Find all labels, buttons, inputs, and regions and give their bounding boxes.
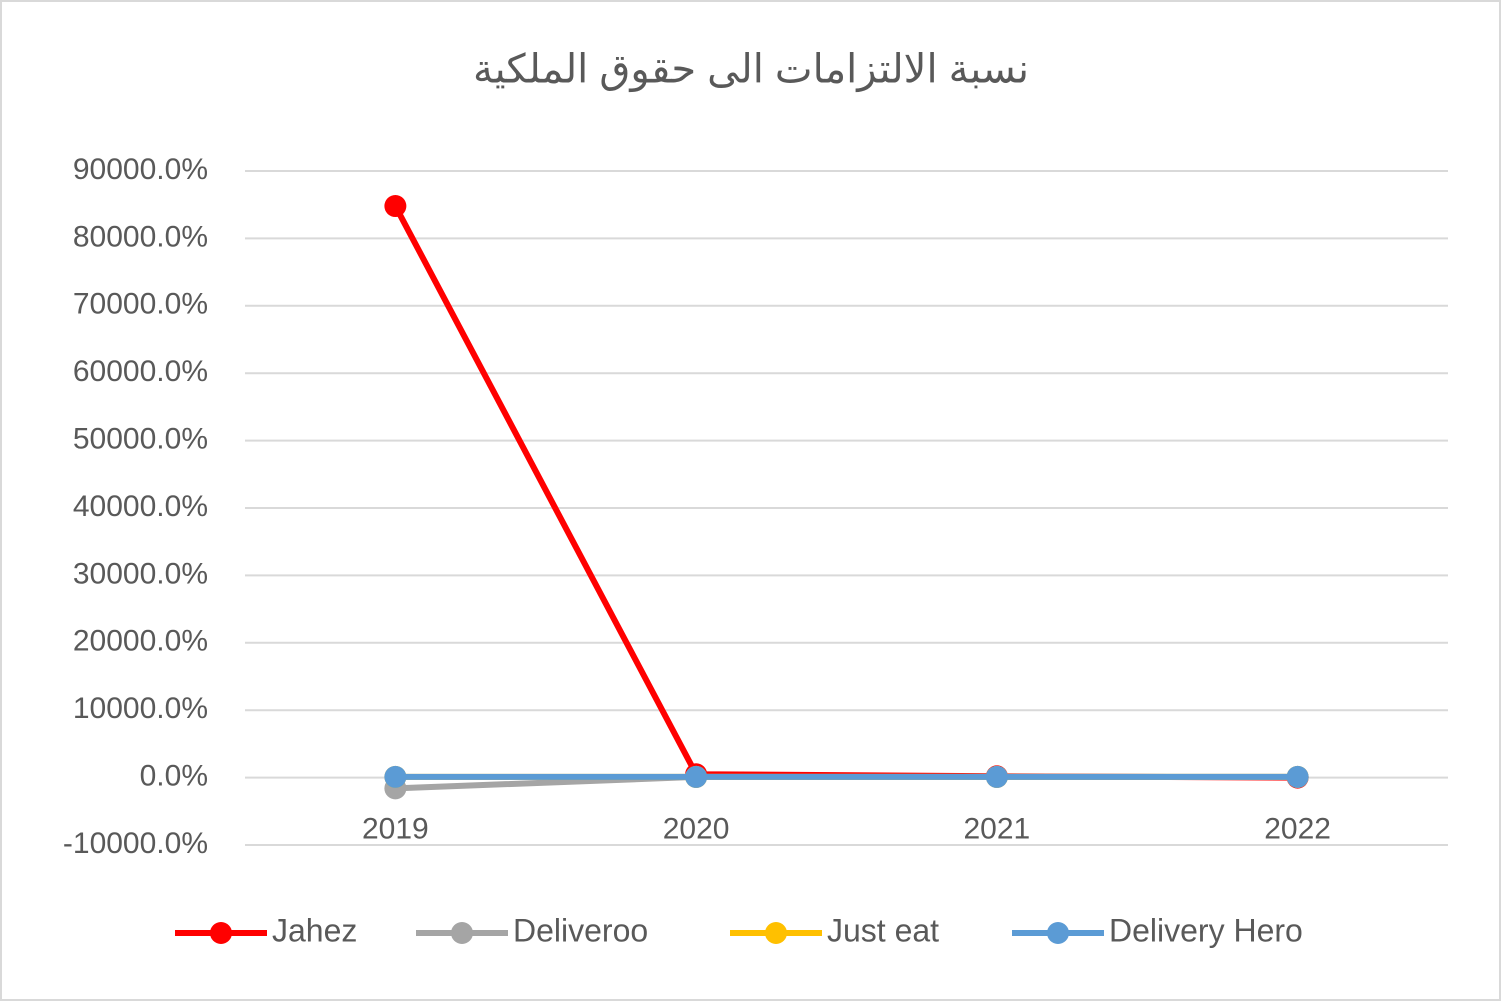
legend-label: Delivery Hero bbox=[1109, 912, 1303, 948]
series-marker bbox=[985, 765, 1008, 788]
series-marker bbox=[1286, 765, 1309, 788]
y-tick-label: 70000.0% bbox=[73, 288, 208, 321]
legend-label: Deliveroo bbox=[513, 912, 648, 948]
y-tick-label: 10000.0% bbox=[73, 692, 208, 725]
y-tick-label: 90000.0% bbox=[73, 153, 208, 186]
x-tick-label: 2021 bbox=[964, 813, 1031, 846]
y-tick-label: 20000.0% bbox=[73, 625, 208, 658]
legend-label: Just eat bbox=[827, 912, 939, 948]
series-marker bbox=[384, 195, 407, 218]
y-tick-label: 0.0% bbox=[140, 760, 208, 793]
x-tick-label: 2022 bbox=[1264, 813, 1331, 846]
y-tick-label: 60000.0% bbox=[73, 355, 208, 388]
legend-marker bbox=[210, 922, 232, 944]
legend-marker bbox=[451, 922, 473, 944]
y-tick-label: -10000.0% bbox=[63, 827, 208, 860]
series-marker bbox=[685, 765, 708, 788]
y-tick-label: 80000.0% bbox=[73, 220, 208, 253]
y-tick-label: 40000.0% bbox=[73, 490, 208, 523]
legend-marker bbox=[765, 922, 787, 944]
legend-marker bbox=[1047, 922, 1069, 944]
y-tick-label: 50000.0% bbox=[73, 423, 208, 456]
x-tick-label: 2020 bbox=[663, 813, 730, 846]
chart-title: نسبة الالتزامات الى حقوق الملكية bbox=[473, 48, 1029, 93]
y-tick-label: 30000.0% bbox=[73, 557, 208, 590]
x-tick-label: 2019 bbox=[362, 813, 429, 846]
series-marker bbox=[384, 765, 407, 788]
legend-label: Jahez bbox=[272, 912, 357, 948]
